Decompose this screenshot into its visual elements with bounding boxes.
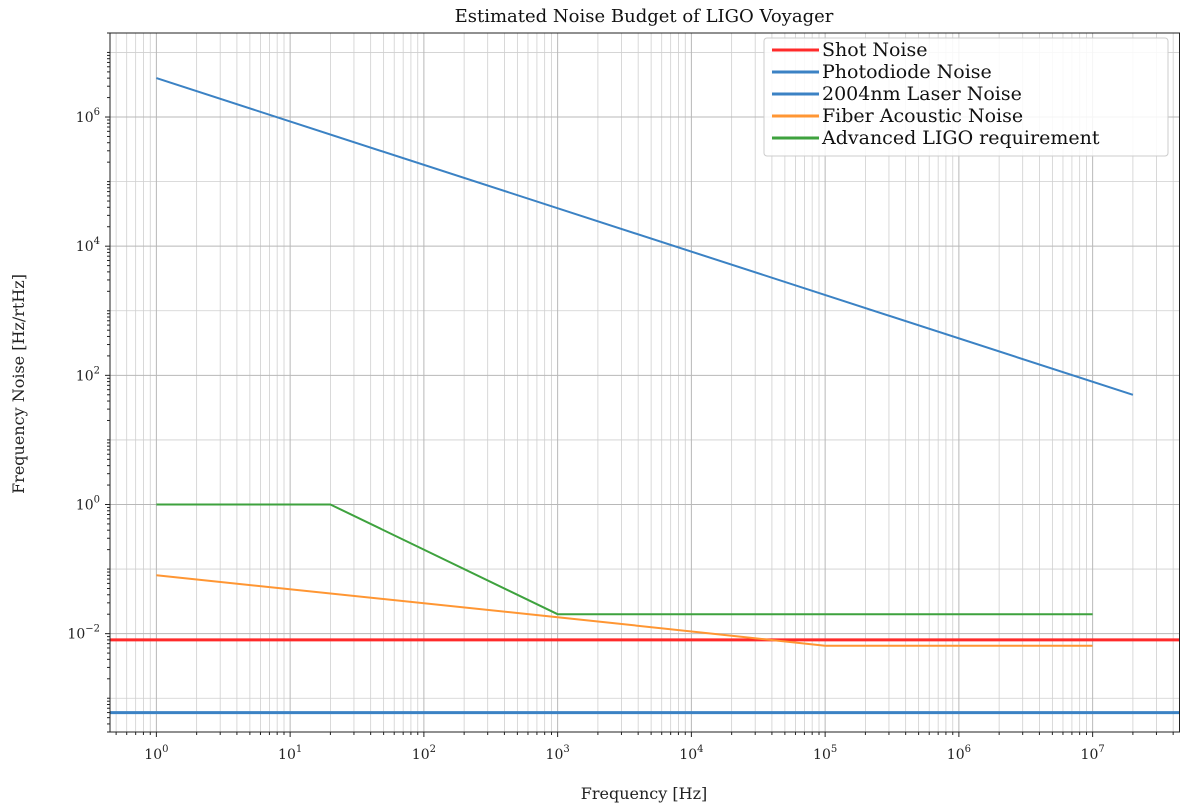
x-tick-label: 103 (546, 744, 570, 763)
x-tick-label: 101 (278, 744, 302, 763)
x-tick-label: 104 (679, 744, 703, 763)
y-tick-label: 106 (76, 107, 100, 126)
chart-title: Estimated Noise Budget of LIGO Voyager (455, 6, 834, 27)
legend-entry: Shot Noise (822, 39, 928, 61)
series-line-advanced-ligo-requirement (156, 503, 1093, 616)
x-tick-label: 102 (412, 744, 436, 763)
legend-entry: 2004nm Laser Noise (822, 83, 1022, 105)
y-tick-label: 102 (76, 365, 100, 384)
x-tick-label: 100 (144, 744, 168, 763)
y-tick-label: 104 (76, 236, 100, 255)
series-layer (110, 77, 1180, 715)
tick-marks (105, 32, 1174, 737)
legend-box (763, 37, 1169, 157)
y-tick-label: 10−2 (67, 624, 100, 643)
x-axis-label: Frequency [Hz] (581, 784, 708, 803)
x-tick-labels: 100 101 102 103 104 105 106 107 (144, 744, 1104, 763)
x-tick-label: 106 (947, 744, 971, 763)
y-axis-label: Frequency Noise [Hz/rtHz] (9, 274, 28, 494)
legend-entry: Fiber Acoustic Noise (822, 105, 1023, 127)
x-tick-label: 107 (1081, 744, 1105, 763)
series-line-2004nm-laser-noise (156, 77, 1134, 396)
x-tick-label: 105 (813, 744, 837, 763)
series-line-fiber-acoustic-noise (156, 574, 1093, 647)
y-tick-labels: 10−2 100 102 104 106 (67, 107, 100, 643)
y-tick-label: 100 (76, 494, 100, 513)
legend-entry: Advanced LIGO requirement (821, 127, 1100, 149)
legend-entry: Photodiode Noise (822, 61, 992, 83)
